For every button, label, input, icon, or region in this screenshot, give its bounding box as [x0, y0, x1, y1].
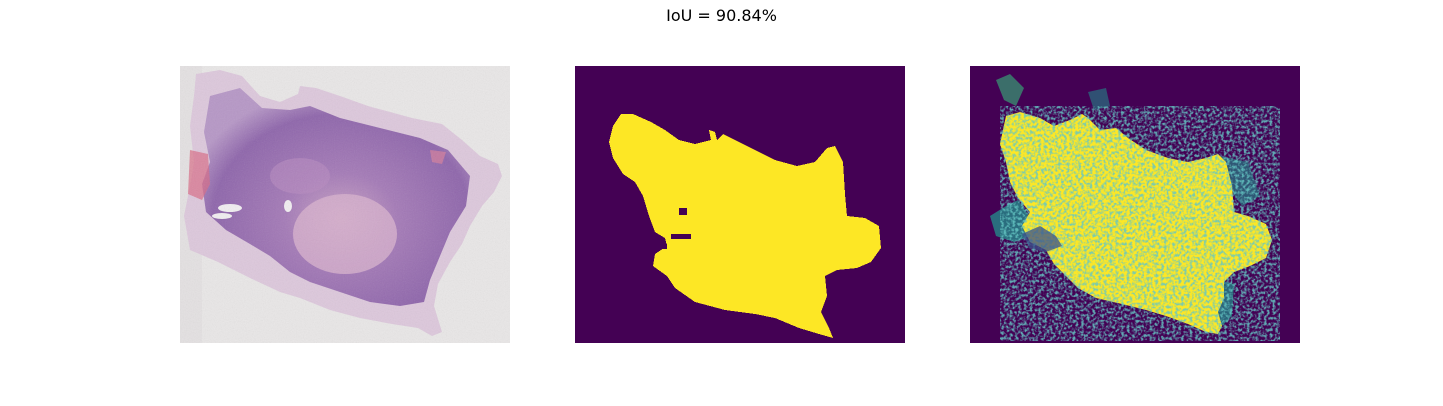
- tissue-image-panel: [180, 66, 510, 343]
- texture-overlay: [180, 66, 510, 343]
- mask-hole: [679, 208, 687, 215]
- tissue-image: [180, 66, 510, 343]
- mask-panel: [575, 66, 905, 343]
- binary-mask: [575, 66, 905, 343]
- prediction-panel: [970, 66, 1300, 343]
- predicted-mask: [970, 66, 1300, 343]
- prediction-noise: [996, 74, 1024, 106]
- prediction-speckle: [1000, 106, 1280, 341]
- figure-title: IoU = 90.84%: [666, 6, 777, 25]
- mask-hole: [661, 244, 667, 249]
- prediction-gap: [1022, 226, 1062, 252]
- mask-hole: [671, 234, 691, 239]
- prediction-noise: [1088, 88, 1110, 110]
- mask-foreground: [609, 114, 881, 338]
